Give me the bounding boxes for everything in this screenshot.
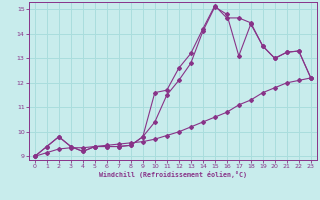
X-axis label: Windchill (Refroidissement éolien,°C): Windchill (Refroidissement éolien,°C) [99, 171, 247, 178]
